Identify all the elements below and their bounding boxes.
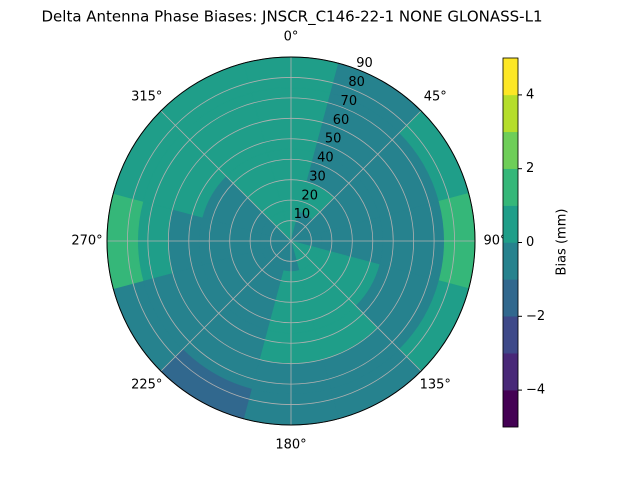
colorbar-label: Bias (mm) [555, 209, 570, 276]
colorbar-band [502, 168, 519, 206]
colorbar-band [502, 57, 519, 96]
polar-frame [106, 56, 476, 426]
r-tick-label: 20 [301, 188, 318, 203]
colorbar-band [502, 131, 519, 169]
r-tick-label: 40 [317, 151, 334, 166]
theta-tick-label: 45° [424, 89, 447, 104]
r-tick-label: 30 [309, 169, 326, 184]
colorbar-band [502, 352, 519, 391]
colorbar-band [502, 389, 519, 428]
colorbar-tick-label: 2 [526, 161, 534, 176]
grid-spoke [160, 240, 292, 372]
r-tick-label: 90 [356, 56, 373, 71]
r-tick-label: 60 [333, 113, 350, 128]
colorbar-tick-label: −2 [526, 309, 545, 324]
grid-spoke [290, 110, 422, 242]
colorbar-band [502, 316, 519, 354]
r-tick-label: 50 [325, 132, 342, 147]
theta-tick-label: 225° [131, 378, 162, 393]
colorbar-tick-label: 4 [526, 87, 534, 102]
theta-tick-label: 315° [131, 89, 162, 104]
colorbar-band [502, 94, 519, 133]
theta-tick-label: 270° [71, 234, 102, 249]
r-tick-label: 80 [348, 75, 365, 90]
colorbar-tick-label: 0 [526, 235, 534, 250]
r-tick-label: 10 [294, 207, 311, 222]
colorbar-tick-label: −4 [526, 383, 545, 398]
theta-tick-label: 180° [275, 438, 306, 453]
chart-title: Delta Antenna Phase Biases: JNSCR_C146-2… [42, 8, 543, 27]
colorbar-band [502, 242, 519, 280]
theta-tick-label: 0° [284, 30, 299, 45]
colorbar-band [502, 205, 519, 243]
grid-spoke [290, 240, 422, 372]
theta-tick-label: 135° [420, 378, 451, 393]
colorbar-band [502, 279, 519, 317]
theta-tick-label: 90° [483, 234, 506, 249]
r-tick-label: 70 [341, 94, 358, 109]
grid-spoke [160, 110, 292, 242]
